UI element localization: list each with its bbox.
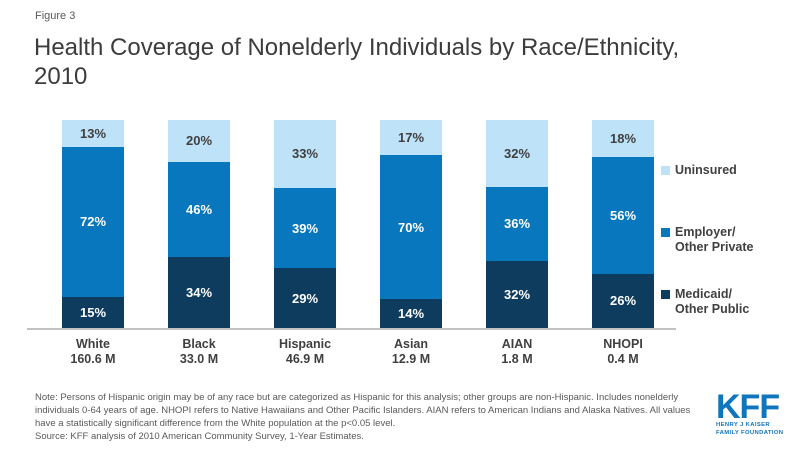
figure-label: Figure 3 (35, 10, 76, 22)
stacked-bar: 17% 70% 14% (380, 120, 442, 328)
bar-segment: 36% (486, 186, 548, 262)
legend-item: Employer/Other Private (661, 225, 754, 255)
bar-column-nhopi: 18% 56% 26% (570, 120, 676, 328)
source-text: Source: KFF analysis of 2010 American Co… (35, 431, 364, 442)
bar-segment: 18% (592, 120, 654, 158)
stacked-bar: 18% 56% 26% (592, 120, 654, 328)
legend-marker-icon (661, 290, 670, 299)
page-title-line1: Health Coverage of Nonelderly Individual… (34, 34, 680, 61)
bar-segment: 32% (486, 120, 548, 187)
kff-logo: KFF HENRY J KAISER FAMILY FOUNDATION (716, 388, 784, 437)
bar-segment: 39% (274, 187, 336, 269)
x-axis-label-aian: AIAN 1.8 M (464, 337, 570, 367)
category-population: 46.9 M (285, 352, 325, 366)
legend-item: Uninsured (661, 163, 737, 178)
stacked-bar: 33% 39% 29% (274, 120, 336, 328)
legend-label: Uninsured (675, 163, 737, 177)
bar-column-asian: 17% 70% 14% (358, 120, 464, 328)
category-name: NHOPI (603, 337, 643, 351)
stacked-bar-chart: 13% 72% 15% 20% 46% 34% 33% 39% 29% 17% 70% 14% 32% 3… (40, 120, 676, 328)
stacked-bar: 32% 36% 32% (486, 120, 548, 328)
kff-logo-tagline-line1: HENRY J KAISER (716, 422, 771, 428)
legend-label: Employer/Other Private (675, 225, 754, 254)
kff-logo-text: KFF (716, 388, 780, 426)
legend-marker-icon (661, 228, 670, 237)
stacked-bar: 13% 72% 15% (62, 120, 124, 328)
legend-label: Medicaid/Other Public (675, 287, 750, 316)
legend-item: Medicaid/Other Public (661, 287, 749, 317)
category-population: 12.9 M (391, 352, 431, 366)
bar-segment: 56% (592, 157, 654, 274)
bar-column-white: 13% 72% 15% (40, 120, 146, 328)
category-population: 160.6 M (70, 352, 116, 366)
legend-marker-icon (661, 166, 670, 175)
bar-segment: 29% (274, 268, 336, 328)
x-axis-label-white: White 160.6 M (40, 337, 146, 367)
category-name: Hispanic (278, 337, 332, 351)
note-text: Note: Persons of Hispanic origin may be … (35, 392, 691, 429)
bar-segment: 17% (380, 120, 442, 155)
bar-segment: 70% (380, 155, 442, 300)
page-title: Health Coverage of Nonelderly Individual… (34, 33, 779, 91)
bar-segment: 20% (168, 120, 230, 162)
bar-segment: 33% (274, 120, 336, 188)
x-axis-label-black: Black 33.0 M (146, 337, 252, 367)
bar-segment: 46% (168, 161, 230, 258)
category-name: AIAN (501, 337, 533, 351)
bar-column-hispanic: 33% 39% 29% (252, 120, 358, 328)
x-axis-label-nhopi: NHOPI 0.4 M (570, 337, 676, 367)
x-axis-label-hispanic: Hispanic 46.9 M (252, 337, 358, 367)
bar-segment: 13% (62, 120, 124, 148)
bar-column-black: 20% 46% 34% (146, 120, 252, 328)
category-name: White (75, 337, 111, 351)
x-axis-line (27, 328, 676, 330)
x-axis-label-asian: Asian 12.9 M (358, 337, 464, 367)
x-axis-labels: White 160.6 M Black 33.0 M Hispanic 46.9 M Asi… (40, 337, 676, 367)
category-population: 0.4 M (607, 352, 639, 366)
bar-segment: 34% (168, 257, 230, 328)
bar-segment: 14% (380, 299, 442, 328)
bar-segment: 72% (62, 147, 124, 297)
category-name: Black (182, 337, 216, 351)
bar-segment: 15% (62, 296, 124, 328)
kff-logo-tagline-line2: FAMILY FOUNDATION (716, 429, 784, 436)
page-title-line2: 2010 (34, 63, 88, 90)
bar-column-aian: 32% 36% 32% (464, 120, 570, 328)
chart-legend: Uninsured Employer/Other Private Medicaid/… (661, 120, 800, 328)
bar-segment: 26% (592, 273, 654, 328)
stacked-bar: 20% 46% 34% (168, 120, 230, 328)
category-population: 33.0 M (179, 352, 219, 366)
category-population: 1.8 M (501, 352, 533, 366)
category-name: Asian (393, 337, 429, 351)
bar-segment: 32% (486, 261, 548, 328)
